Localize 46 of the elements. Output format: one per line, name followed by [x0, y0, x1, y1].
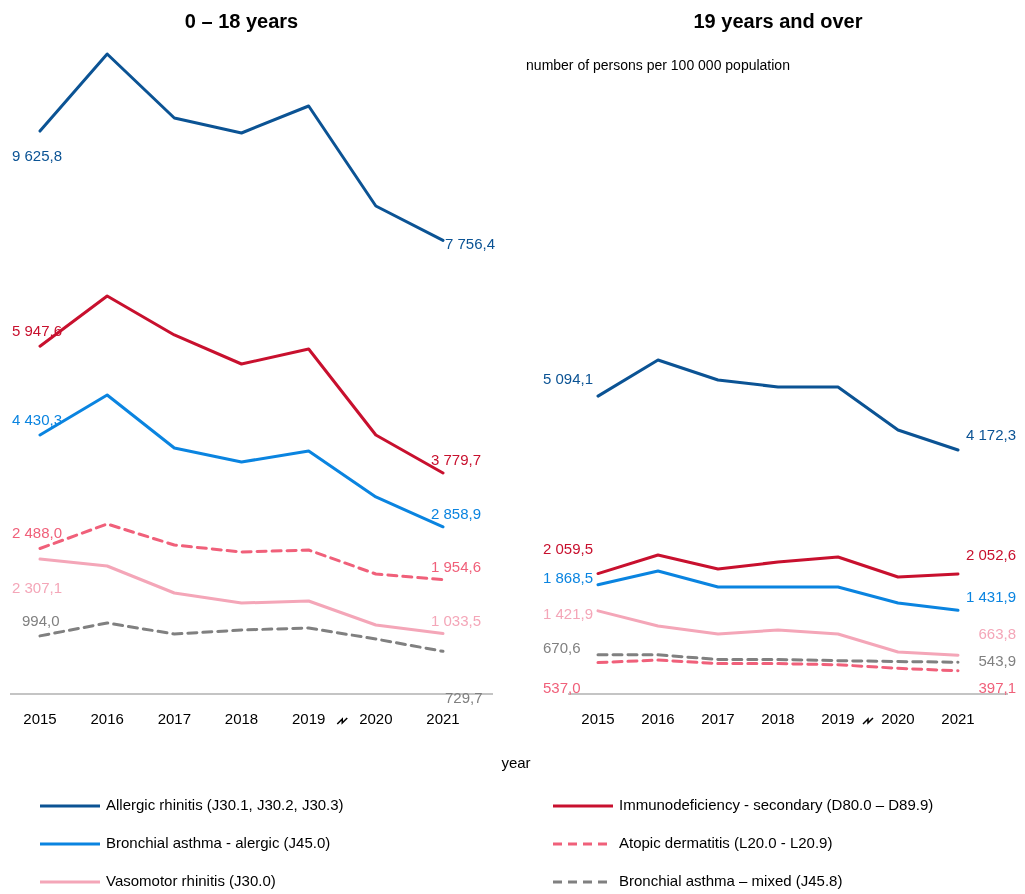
x-tick-label: 2018 — [761, 710, 795, 727]
legend-label: Vasomotor rhinitis (J30.0) — [106, 871, 276, 889]
x-tick-label: 2016 — [641, 710, 675, 727]
data-label: 729,7 — [445, 689, 483, 707]
x-tick-label: 2015 — [581, 710, 615, 727]
x-tick-label: 2021 — [426, 710, 460, 727]
data-label: 4 172,3 — [965, 425, 1016, 443]
x-tick-label: 2017 — [701, 710, 735, 727]
chart-title: 19 years and over — [693, 10, 863, 32]
data-label: 2 052,6 — [965, 545, 1016, 563]
data-label: 2 488,0 — [12, 524, 63, 542]
data-label: 1 033,5 — [431, 611, 482, 629]
data-label: 663,8 — [978, 625, 1016, 643]
data-label: 1 421,9 — [543, 604, 594, 622]
x-tick-label: 2015 — [23, 710, 57, 727]
x-tick-label: 2019 — [291, 710, 326, 727]
data-label: 1 868,5 — [543, 568, 594, 586]
data-label: 397,1 — [978, 678, 1016, 696]
data-label: 543,9 — [978, 652, 1016, 670]
x-tick-label: 2020 — [359, 710, 393, 727]
data-label: 994,0 — [22, 611, 60, 629]
data-label: 2 307,1 — [12, 579, 63, 597]
legend-label: Bronchial asthma - alergic (J45.0) — [106, 833, 331, 851]
data-label: 2 858,9 — [431, 504, 482, 522]
data-label: 9 625,8 — [12, 147, 63, 165]
x-tick-label: 2016 — [90, 710, 124, 727]
legend-label: Atopic dermatitis (L20.0 - L20.9) — [619, 833, 833, 851]
data-label: 1 954,6 — [431, 557, 482, 575]
x-tick-label: 2021 — [941, 710, 975, 727]
data-label: 2 059,5 — [543, 539, 594, 557]
data-label: 3 779,7 — [431, 450, 482, 468]
text: number of persons per 100 000 population — [526, 57, 790, 73]
legend-label: Allergic rhinitis (J30.1, J30.2, J30.3) — [106, 795, 344, 813]
chart-title: 0 – 18 years — [184, 10, 299, 32]
data-label: 670,6 — [543, 638, 581, 656]
x-axis-title: year — [501, 754, 531, 771]
x-tick-label: 2018 — [224, 710, 259, 727]
legend-label: Bronchial asthma – mixed (J45.8) — [619, 871, 843, 889]
data-label: 5 094,1 — [543, 370, 594, 388]
x-tick-label: 2017 — [157, 710, 192, 727]
x-tick-label: 2020 — [881, 710, 915, 727]
data-label: 537,0 — [543, 678, 581, 696]
legend-label: Immunodeficiency - secondary (D80.0 – D89.9) — [619, 795, 934, 813]
data-label: 1 431,9 — [965, 588, 1016, 606]
data-label: 7 756,4 — [445, 235, 496, 253]
x-tick-label: 2019 — [821, 710, 855, 727]
